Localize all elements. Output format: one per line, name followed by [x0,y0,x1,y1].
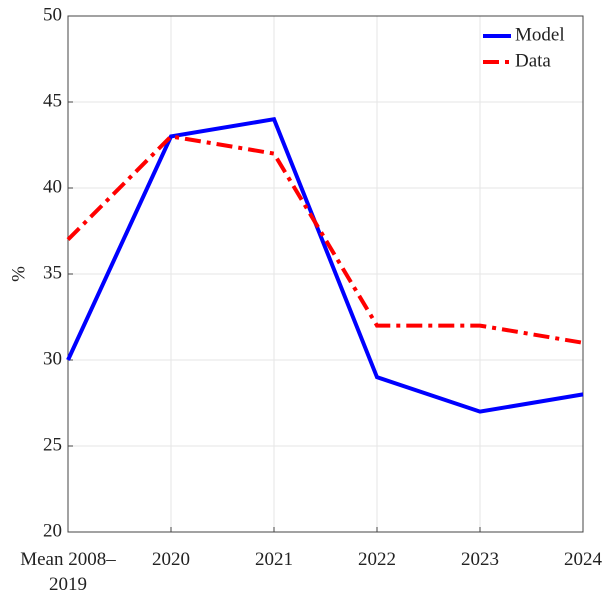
x-tick-label: Mean 2008–2019 [20,549,116,595]
x-tick-label: 2024 [564,549,602,570]
x-tick-label: 2020 [152,549,190,570]
y-tick-label: 35 [43,262,62,283]
y-tick-label: 45 [43,90,62,111]
legend-label: Data [515,50,551,71]
y-tick-label: 20 [43,520,62,541]
y-axis-label: % [8,266,29,282]
x-tick-label: 2022 [358,549,396,570]
series-line [66,116,584,414]
y-tick-label: 25 [43,434,62,455]
y-tick-label: 30 [43,348,62,369]
x-tick-label: 2021 [255,549,293,570]
y-tick-label: 50 [43,4,62,25]
x-tick-label: 2023 [461,549,499,570]
legend-label: Model [515,24,565,45]
plot-frame [67,15,584,533]
y-tick-label: 40 [43,176,62,197]
series-line [66,134,584,345]
